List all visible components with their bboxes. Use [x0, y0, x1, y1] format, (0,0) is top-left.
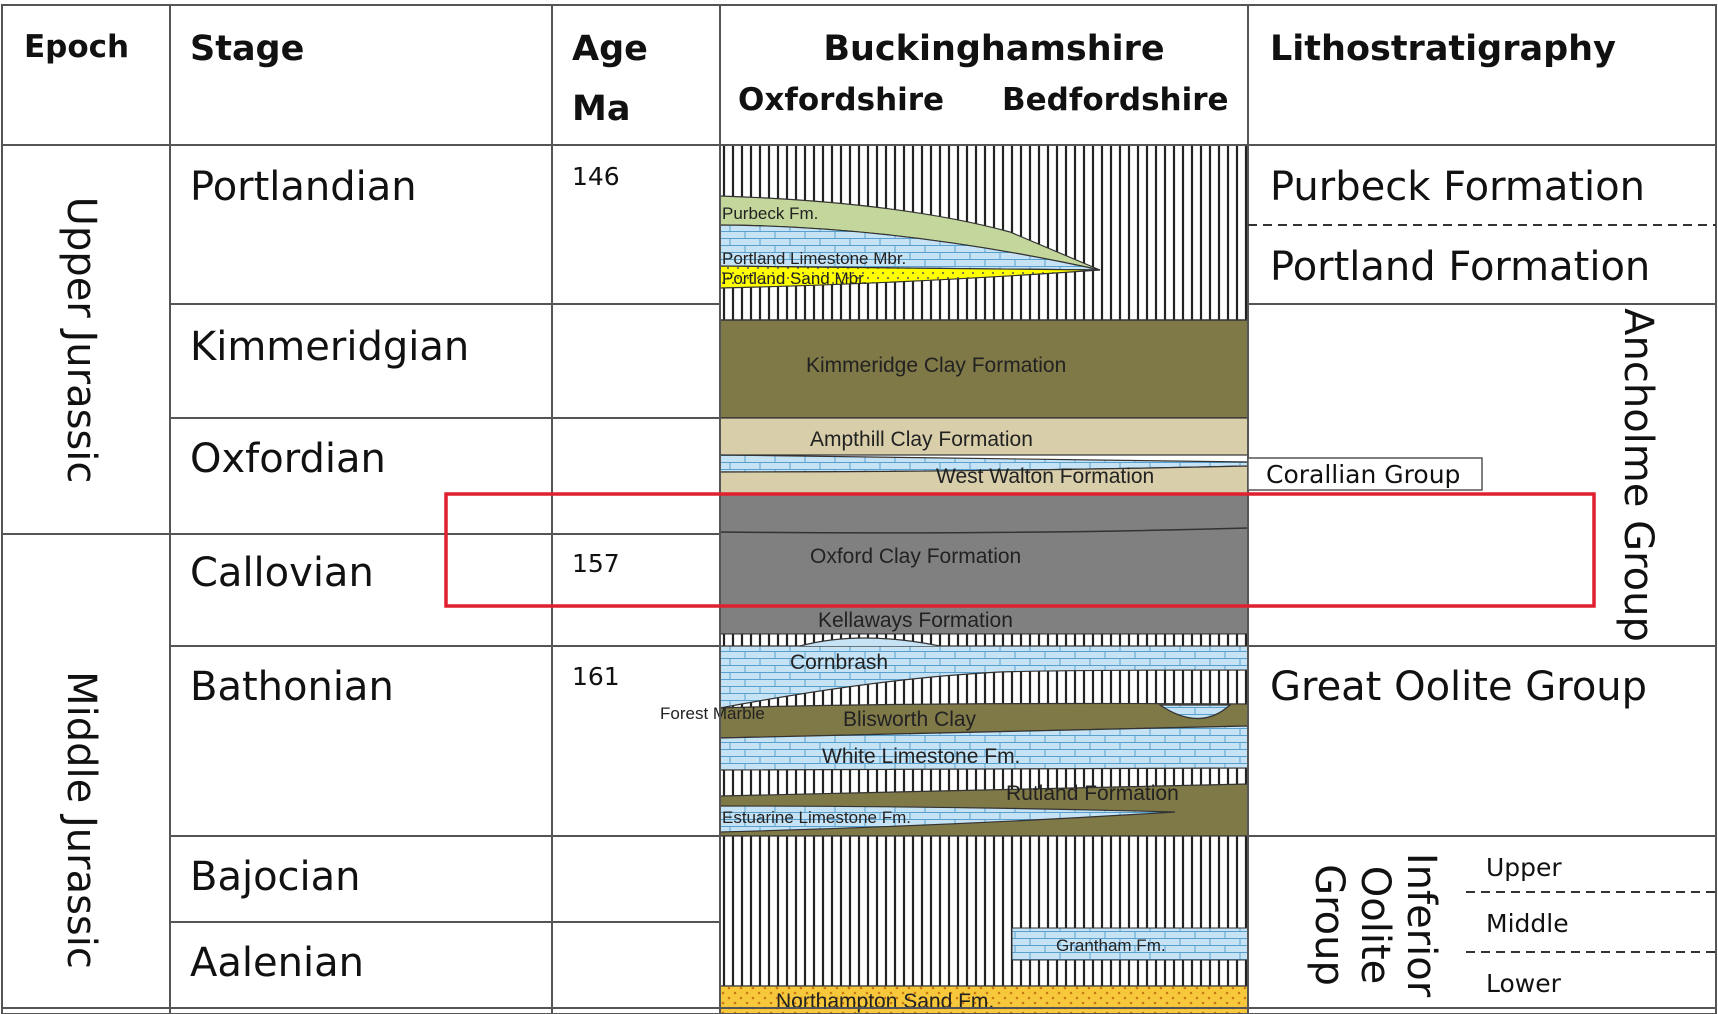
header-region-main: Buckinghamshire	[823, 29, 1164, 69]
label-forest-marble: Forest Marble	[660, 704, 765, 723]
hiatus-bajocian	[720, 835, 1248, 987]
stage-callovian: Callovian	[190, 550, 374, 596]
label-kimmeridge: Kimmeridge Clay Formation	[806, 354, 1066, 377]
portland-limestone-layer	[720, 224, 1101, 271]
ampthill-layer	[720, 417, 1248, 456]
oxford-clay-layer	[720, 493, 1248, 607]
litho-lower: Lower	[1486, 969, 1562, 998]
header-region-right: Bedfordshire	[1002, 82, 1229, 118]
lithostratigraphy-column: Purbeck Formation Portland Formation Cor…	[1247, 164, 1661, 998]
header-stage: Stage	[190, 29, 304, 69]
litho-ancholme: Ancholme Group	[1615, 308, 1661, 642]
label-blisworth: Blisworth Clay	[843, 708, 977, 731]
stage-portlandian: Portlandian	[190, 164, 417, 210]
cornbrash-layer	[720, 645, 1248, 709]
litho-purbeck: Purbeck Formation	[1270, 164, 1645, 210]
litho-middle: Middle	[1486, 909, 1569, 938]
white-limestone-layer	[720, 725, 1248, 771]
label-portland-sand: Portland Sand Mbr.	[722, 269, 868, 288]
label-kellaways: Kellaways Formation	[818, 609, 1013, 632]
header-age-line2: Ma	[572, 89, 630, 129]
label-portland-limestone: Portland Limestone Mbr.	[722, 249, 906, 268]
litho-inferior-2: Oolite	[1352, 866, 1398, 984]
formation-labels: Purbeck Fm. Portland Limestone Mbr. Port…	[660, 204, 1179, 1013]
label-grantham: Grantham Fm.	[1056, 936, 1166, 955]
label-estuarine: Estuarine Limestone Fm.	[722, 808, 911, 827]
estuarine-limestone-layer	[720, 805, 1176, 833]
label-ampthill: Ampthill Clay Formation	[810, 428, 1033, 451]
litho-corallian: Corallian Group	[1266, 460, 1460, 489]
blisworth-clay-layer	[720, 702, 1248, 739]
label-oxford-clay: Oxford Clay Formation	[810, 545, 1021, 568]
age-161: 161	[572, 662, 620, 691]
header-lithostratigraphy: Lithostratigraphy	[1270, 29, 1616, 69]
age-column: 146 157 161	[572, 162, 620, 691]
label-purbeck: Purbeck Fm.	[722, 204, 818, 223]
stage-bajocian: Bajocian	[190, 854, 361, 900]
epoch-column: Upper Jurassic Middle Jurassic	[58, 197, 104, 969]
label-white-limestone: White Limestone Fm.	[822, 745, 1020, 768]
header-region-left: Oxfordshire	[738, 82, 944, 118]
stage-aalenian: Aalenian	[190, 940, 364, 986]
highlight-box	[444, 492, 1596, 608]
west-walton-layer	[720, 465, 1248, 495]
label-cornbrash: Cornbrash	[790, 651, 888, 674]
table-grid	[1, 4, 1717, 1014]
stage-kimmeridgian: Kimmeridgian	[190, 324, 469, 370]
epoch-upper-jurassic: Upper Jurassic	[58, 197, 104, 484]
litho-portland: Portland Formation	[1270, 244, 1650, 290]
stage-oxfordian: Oxfordian	[190, 436, 386, 482]
litho-inferior-3: Group	[1306, 864, 1352, 986]
stage-column: Portlandian Kimmeridgian Oxfordian Callo…	[190, 164, 469, 986]
header-epoch: Epoch	[24, 29, 129, 65]
age-157: 157	[572, 549, 620, 578]
corallian-box	[1247, 457, 1483, 491]
grantham-layer	[1011, 927, 1248, 961]
northampton-sand-layer	[720, 985, 1248, 1014]
label-northampton: Northampton Sand Fm.	[776, 990, 994, 1013]
kimmeridge-layer	[720, 319, 1248, 419]
litho-great-oolite: Great Oolite Group	[1270, 664, 1647, 710]
epoch-middle-jurassic: Middle Jurassic	[58, 671, 104, 969]
litho-upper: Upper	[1486, 853, 1562, 882]
header-age-line1: Age	[572, 29, 648, 69]
age-146: 146	[572, 162, 620, 191]
litho-inferior-1: Inferior	[1398, 853, 1444, 998]
header-row: Epoch Stage Age Ma Buckinghamshire Oxfor…	[24, 29, 1616, 129]
label-rutland: Rutland Formation	[1006, 782, 1179, 805]
portland-sand-layer	[720, 265, 1101, 289]
geological-column	[720, 145, 1248, 1014]
stage-bathonian: Bathonian	[190, 664, 394, 710]
label-west-walton: West Walton Formation	[936, 465, 1154, 488]
